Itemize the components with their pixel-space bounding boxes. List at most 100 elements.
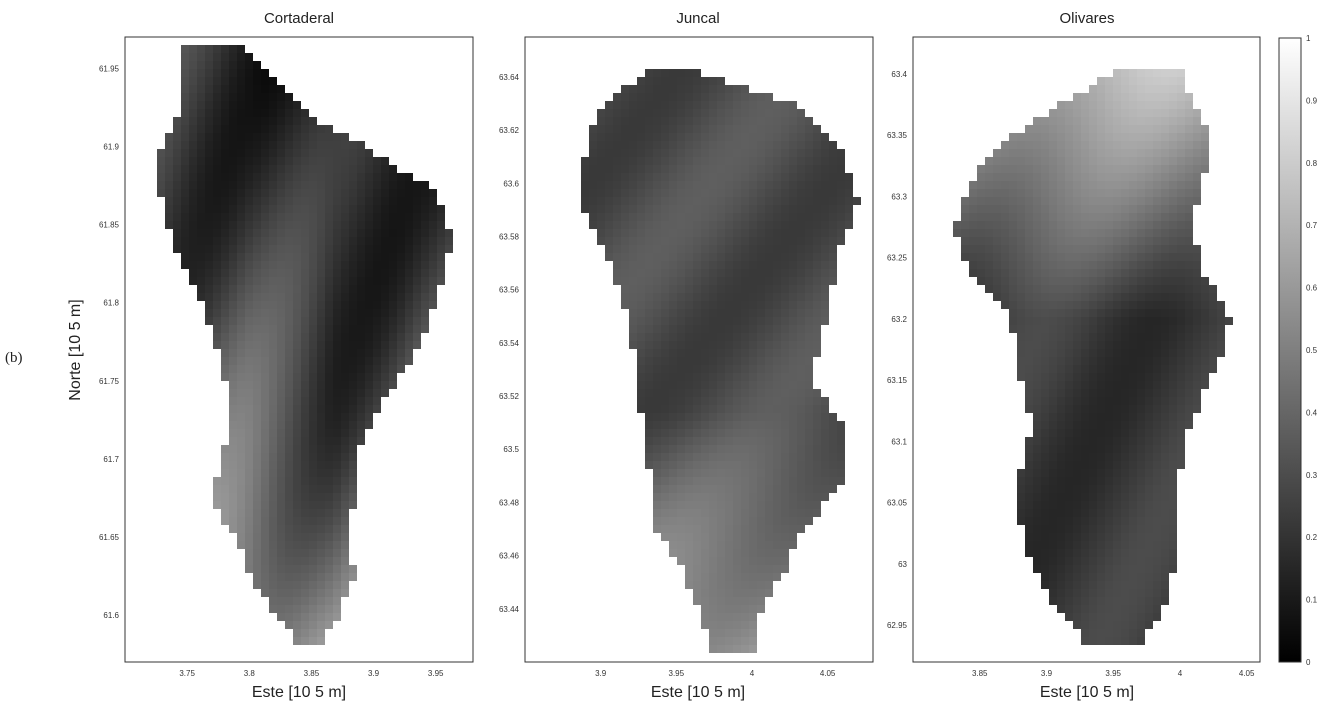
map-cell bbox=[253, 421, 261, 429]
map-cell bbox=[341, 269, 349, 277]
map-cell bbox=[985, 197, 993, 205]
map-cell bbox=[621, 85, 629, 93]
map-cell bbox=[829, 165, 837, 173]
map-cell bbox=[677, 493, 685, 501]
map-cell bbox=[1041, 421, 1049, 429]
map-cell bbox=[373, 405, 381, 413]
map-cell bbox=[1145, 245, 1153, 253]
map-cell bbox=[725, 301, 733, 309]
map-cell bbox=[797, 149, 805, 157]
map-cell bbox=[165, 165, 173, 173]
map-cell bbox=[253, 405, 261, 413]
map-cell bbox=[701, 221, 709, 229]
map-cell bbox=[1097, 605, 1105, 613]
map-cell bbox=[985, 213, 993, 221]
map-cell bbox=[813, 477, 821, 485]
map-cell bbox=[813, 205, 821, 213]
map-cell bbox=[157, 149, 165, 157]
map-cell bbox=[709, 389, 717, 397]
map-cell bbox=[1153, 405, 1161, 413]
map-cell bbox=[1089, 389, 1097, 397]
map-cell bbox=[189, 141, 197, 149]
map-cell bbox=[773, 109, 781, 117]
map-cell bbox=[1169, 381, 1177, 389]
map-cell bbox=[637, 357, 645, 365]
map-cell bbox=[213, 253, 221, 261]
map-cell bbox=[309, 205, 317, 213]
map-cell bbox=[709, 469, 717, 477]
map-cell bbox=[1185, 189, 1193, 197]
map-cell bbox=[1041, 173, 1049, 181]
map-cell bbox=[253, 173, 261, 181]
map-cell bbox=[237, 341, 245, 349]
map-cell bbox=[1145, 77, 1153, 85]
map-cell bbox=[1017, 317, 1025, 325]
map-cell bbox=[1097, 293, 1105, 301]
map-cell bbox=[1089, 405, 1097, 413]
map-cell bbox=[301, 397, 309, 405]
map-cell bbox=[341, 365, 349, 373]
map-cell bbox=[245, 349, 253, 357]
x-tick-label: 3.8 bbox=[244, 669, 256, 678]
map-cell bbox=[837, 469, 845, 477]
map-cell bbox=[693, 333, 701, 341]
map-cell bbox=[197, 293, 205, 301]
map-cell bbox=[1041, 333, 1049, 341]
map-cell bbox=[229, 461, 237, 469]
map-cell bbox=[213, 261, 221, 269]
map-cell bbox=[773, 341, 781, 349]
map-cell bbox=[1081, 357, 1089, 365]
map-cell bbox=[1121, 453, 1129, 461]
map-cell bbox=[805, 437, 813, 445]
map-cell bbox=[741, 421, 749, 429]
map-cell bbox=[749, 189, 757, 197]
map-cell bbox=[1129, 125, 1137, 133]
map-cell bbox=[1089, 261, 1097, 269]
map-cell bbox=[669, 117, 677, 125]
map-cell bbox=[349, 405, 357, 413]
map-cell bbox=[309, 181, 317, 189]
map-cell bbox=[397, 261, 405, 269]
map-cell bbox=[1081, 93, 1089, 101]
map-cell bbox=[325, 357, 333, 365]
map-cell bbox=[189, 229, 197, 237]
map-cell bbox=[829, 421, 837, 429]
map-cell bbox=[213, 277, 221, 285]
map-cell bbox=[1169, 213, 1177, 221]
map-cell bbox=[1097, 445, 1105, 453]
map-cell bbox=[245, 549, 253, 557]
map-cell bbox=[245, 509, 253, 517]
map-cell bbox=[1193, 261, 1201, 269]
map-cell bbox=[1057, 117, 1065, 125]
map-cell bbox=[261, 589, 269, 597]
map-cell bbox=[749, 365, 757, 373]
map-cell bbox=[1041, 461, 1049, 469]
map-cell bbox=[1137, 117, 1145, 125]
map-cell bbox=[1065, 317, 1073, 325]
map-cell bbox=[757, 349, 765, 357]
map-cell bbox=[669, 397, 677, 405]
map-cell bbox=[781, 469, 789, 477]
map-cell bbox=[1177, 421, 1185, 429]
map-cell bbox=[221, 221, 229, 229]
map-cell bbox=[1065, 381, 1073, 389]
map-cell bbox=[1089, 637, 1097, 645]
map-cell bbox=[709, 493, 717, 501]
map-cell bbox=[1073, 469, 1081, 477]
map-cell bbox=[1185, 165, 1193, 173]
map-cell bbox=[1033, 197, 1041, 205]
map-cell bbox=[829, 189, 837, 197]
map-cell bbox=[1025, 213, 1033, 221]
map-cell bbox=[309, 261, 317, 269]
map-cell bbox=[797, 429, 805, 437]
map-cell bbox=[317, 501, 325, 509]
map-cell bbox=[333, 213, 341, 221]
map-cell bbox=[317, 173, 325, 181]
map-cell bbox=[413, 213, 421, 221]
map-cell bbox=[717, 637, 725, 645]
map-cell bbox=[1073, 317, 1081, 325]
map-cell bbox=[245, 61, 253, 69]
map-cell bbox=[733, 125, 741, 133]
map-cell bbox=[821, 493, 829, 501]
map-cell bbox=[285, 429, 293, 437]
